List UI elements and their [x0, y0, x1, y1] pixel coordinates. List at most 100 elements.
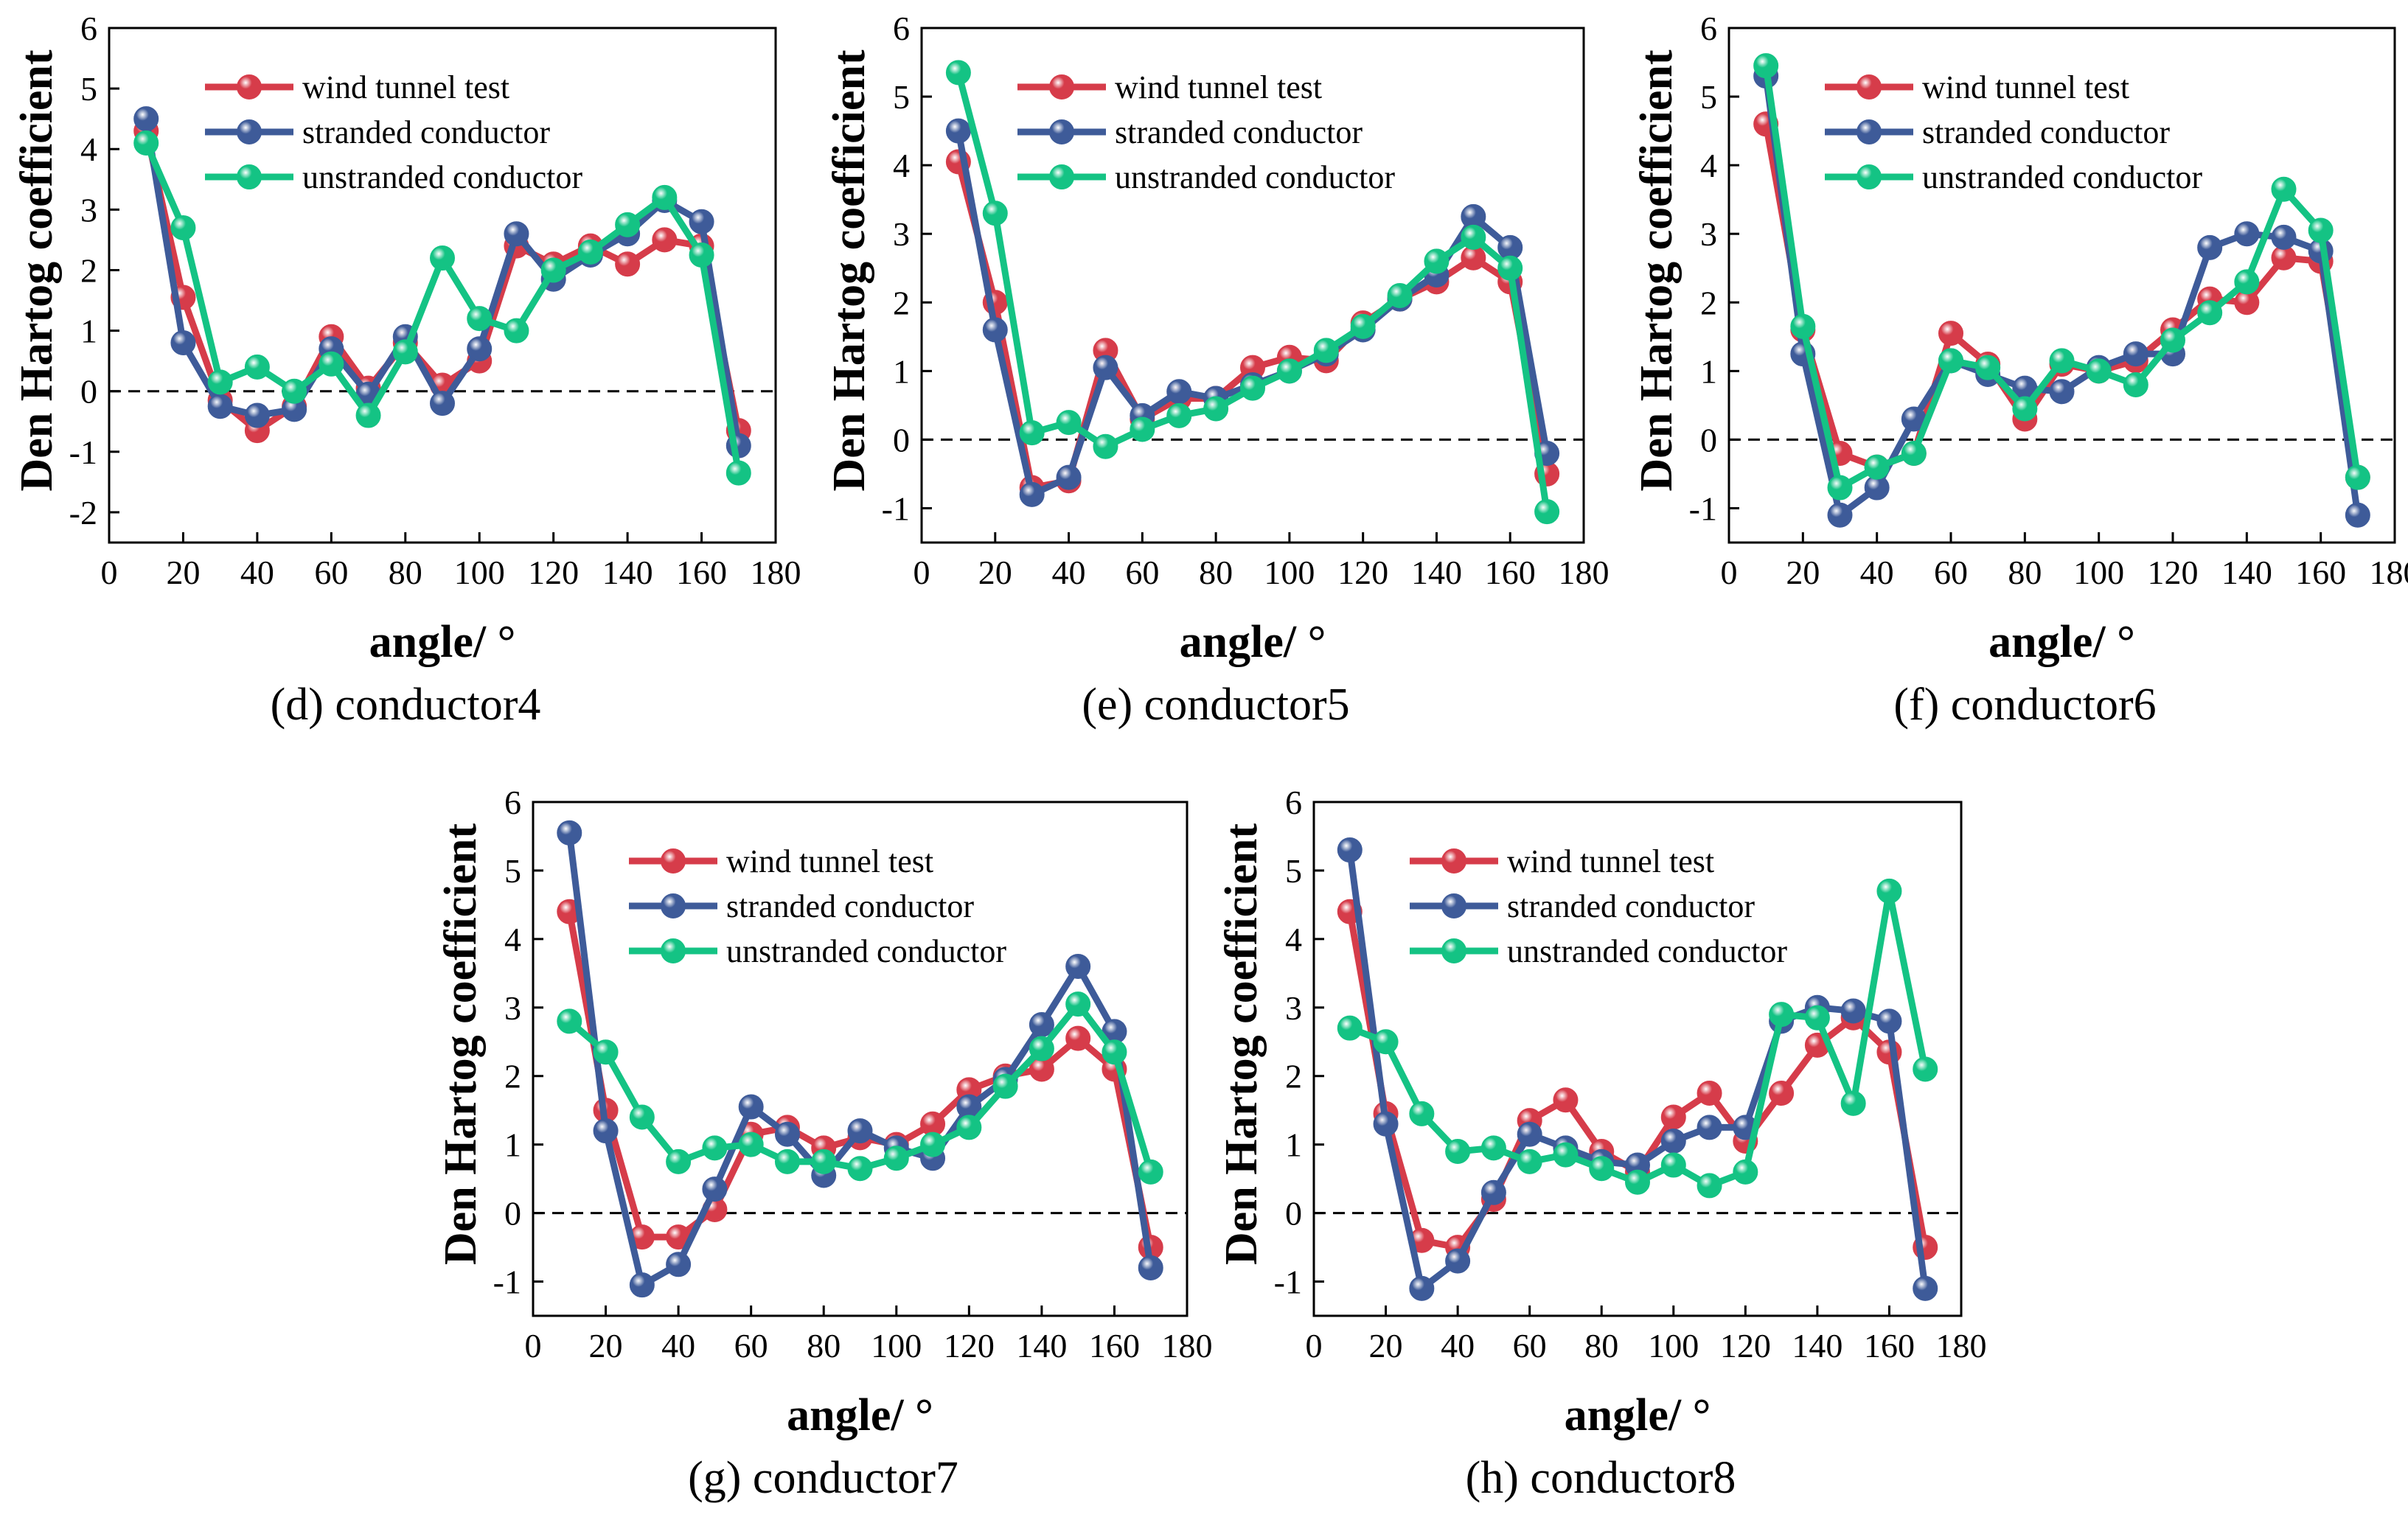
data-point	[1337, 837, 1363, 863]
x-tick-label: 120	[944, 1327, 995, 1364]
x-axis-title: angle/ °	[1988, 617, 2135, 667]
x-tick-label: 100	[454, 554, 505, 591]
data-point	[1840, 998, 1866, 1024]
x-tick-label: 20	[978, 554, 1012, 591]
legend-swatch-marker	[661, 938, 686, 963]
data-point	[133, 130, 159, 156]
x-tick-label: 140	[1411, 554, 1462, 591]
x-tick-label: 80	[1584, 1327, 1618, 1364]
data-point	[2234, 221, 2260, 247]
panel-caption: (g) conductor7	[688, 1453, 958, 1503]
legend-label: wind tunnel test	[1507, 843, 1714, 879]
data-point	[1203, 396, 1229, 422]
data-point	[1056, 410, 1082, 436]
data-point	[170, 215, 196, 240]
data-point	[1029, 1036, 1054, 1061]
plot-frame	[920, 27, 1585, 544]
y-tick-label: 4	[504, 921, 521, 958]
data-point	[1913, 1056, 1938, 1082]
data-point	[1240, 375, 1265, 401]
plot-frame	[532, 801, 1189, 1317]
data-point	[945, 118, 971, 144]
data-point	[920, 1132, 946, 1157]
data-point	[1373, 1029, 1399, 1055]
data-point	[282, 378, 307, 404]
legend-label: wind tunnel test	[726, 843, 933, 879]
data-point	[1350, 313, 1376, 339]
data-point	[2345, 502, 2370, 528]
data-point	[430, 245, 455, 271]
data-point	[2012, 396, 2038, 422]
data-point	[1876, 878, 1902, 904]
legend-swatch-marker	[1857, 74, 1882, 100]
y-tick-label: 3	[893, 215, 910, 253]
y-tick-label: -1	[1689, 489, 1717, 527]
x-axis-title: angle/ °	[1565, 1390, 1711, 1440]
data-point	[615, 251, 641, 277]
x-tick-label: 0	[914, 554, 930, 591]
y-tick-label: 2	[1285, 1058, 1302, 1095]
x-tick-label: 100	[1264, 554, 1315, 591]
data-point	[2123, 341, 2148, 367]
data-point	[1697, 1173, 1722, 1199]
data-point	[1876, 1008, 1902, 1034]
x-tick-label: 160	[1864, 1327, 1915, 1364]
x-tick-label: 40	[1441, 1327, 1475, 1364]
data-point	[702, 1135, 728, 1161]
data-point	[1480, 1179, 1506, 1205]
data-point	[2271, 176, 2297, 202]
x-tick-label: 80	[807, 1327, 841, 1364]
plot-frame	[1727, 27, 2396, 544]
data-point	[1733, 1159, 1758, 1185]
legend-swatch-marker	[237, 74, 262, 100]
y-tick-label: 3	[80, 191, 97, 229]
y-tick-label: 4	[80, 130, 97, 168]
data-point	[689, 209, 714, 234]
data-point	[1589, 1156, 1615, 1182]
data-point	[1138, 1159, 1163, 1185]
data-point	[1445, 1138, 1471, 1164]
x-tick-label: 0	[101, 554, 118, 591]
x-tick-label: 80	[2008, 554, 2042, 591]
x-tick-label: 40	[1860, 554, 1894, 591]
data-point	[1461, 224, 1486, 250]
y-tick-label: 2	[80, 251, 97, 289]
data-point	[207, 394, 233, 419]
y-tick-label: 3	[1285, 989, 1302, 1027]
data-point	[1065, 991, 1091, 1017]
data-point	[1166, 402, 1192, 428]
x-tick-label: 80	[389, 554, 422, 591]
y-tick-label: 3	[504, 989, 521, 1027]
data-point	[557, 820, 582, 846]
legend-label: wind tunnel test	[1922, 69, 2129, 105]
data-point	[945, 60, 971, 86]
y-tick-label: -1	[69, 433, 97, 471]
x-tick-label: 120	[1720, 1327, 1771, 1364]
data-point	[1827, 475, 1853, 501]
y-tick-label: 1	[80, 313, 97, 350]
series-unstranded-conductor	[945, 60, 1560, 525]
x-tick-label: 120	[528, 554, 579, 591]
x-tick-label: 100	[1648, 1327, 1699, 1364]
series-unstranded-conductor	[133, 130, 751, 486]
data-point	[1497, 255, 1523, 281]
data-point	[1790, 313, 1816, 339]
data-point	[1424, 248, 1450, 274]
panel-caption: (e) conductor5	[1082, 680, 1349, 730]
y-tick-label: 0	[1285, 1195, 1302, 1233]
data-point	[392, 339, 418, 365]
data-point	[1102, 1039, 1127, 1065]
data-point	[847, 1156, 873, 1182]
y-tick-label: 5	[1700, 78, 1717, 116]
data-point	[1337, 1015, 1363, 1041]
data-point	[1138, 1255, 1163, 1280]
panel-caption: (d) conductor4	[271, 680, 541, 730]
y-tick-label: 4	[1700, 147, 1717, 184]
x-tick-label: 160	[2295, 554, 2346, 591]
y-tick-label: 5	[1285, 852, 1302, 890]
legend-label: stranded conductor	[726, 888, 974, 924]
series-stranded-conductor	[1337, 837, 1938, 1301]
data-point	[1697, 1080, 1722, 1106]
